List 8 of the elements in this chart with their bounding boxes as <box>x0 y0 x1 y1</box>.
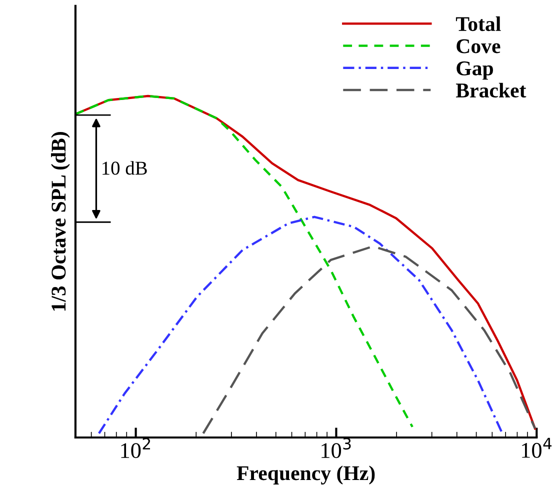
annotation: 10 dB <box>102 161 147 175</box>
x-tick-label: 10$^{4}$ <box>522 438 552 458</box>
legend-label: Bracket <box>456 82 526 98</box>
legend-label: Gap <box>456 61 494 80</box>
legend-label: Total <box>456 16 501 32</box>
y-axis-title: 1/3 Octave SPL (dB) <box>51 132 70 311</box>
legend-label: Cove <box>456 39 500 54</box>
x-axis-title: Frequency (Hz) <box>236 466 375 485</box>
